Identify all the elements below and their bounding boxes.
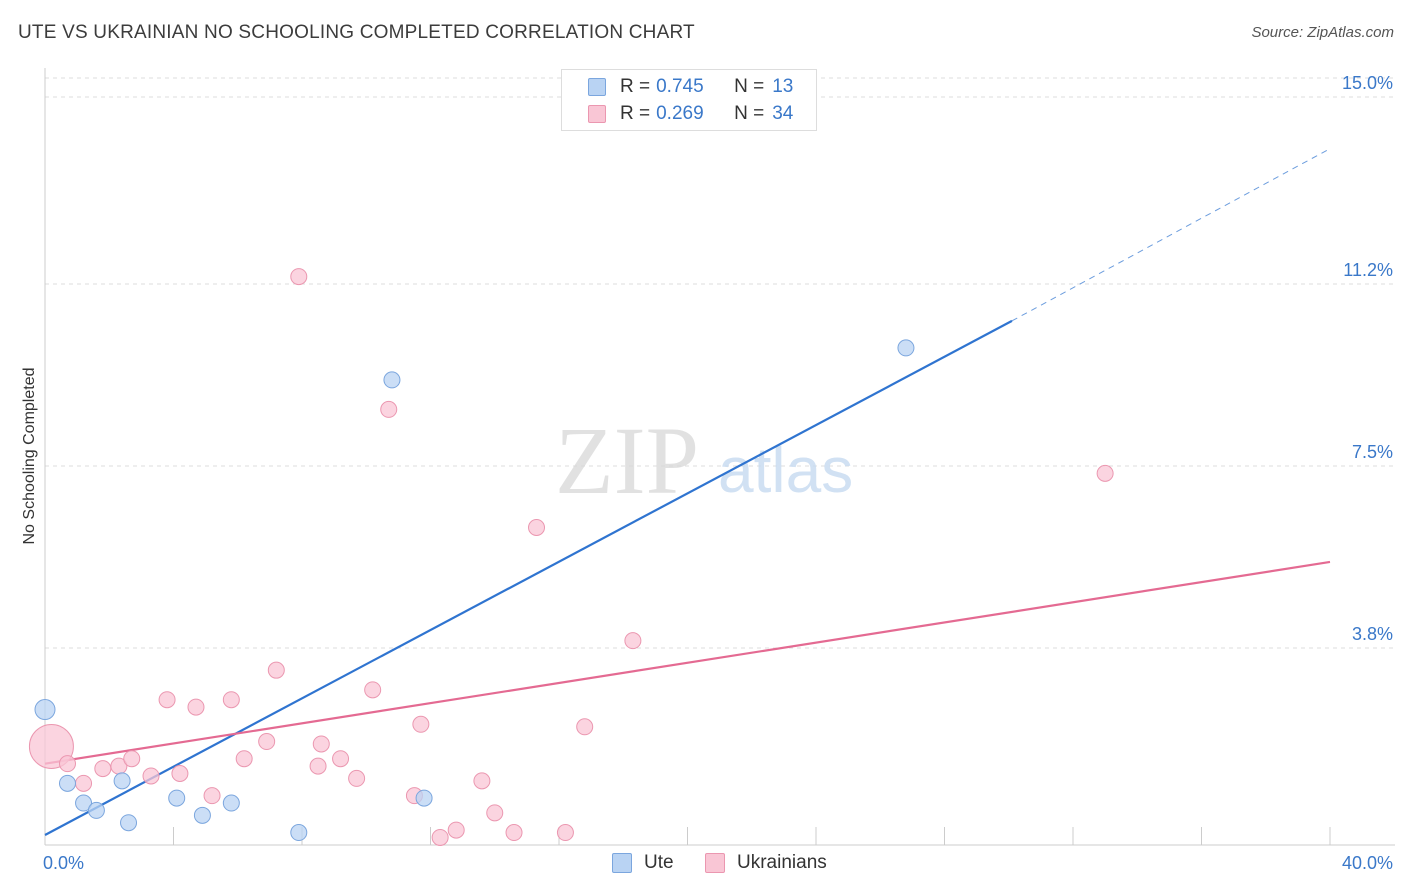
- watermark: ZIP atlas: [555, 407, 853, 514]
- ukrainian-point: [1096, 464, 1114, 482]
- ute-r-value: 0.745: [656, 76, 704, 97]
- ukrainians-n-value: 34: [772, 103, 794, 124]
- ukrainian-point: [486, 804, 504, 822]
- ute-point: [193, 806, 211, 824]
- y-tick-label: 15.0%: [1342, 73, 1393, 93]
- ute-point: [897, 339, 915, 357]
- ukrainian-point: [309, 757, 327, 775]
- ukrainian-point: [158, 691, 176, 709]
- trend-lines: [44, 148, 1331, 836]
- source-label: Source: ZipAtlas.com: [1251, 24, 1394, 41]
- correlation-legend: R = 0.745 N = 13 R = 0.269 N = 34: [561, 69, 817, 131]
- ute-point: [58, 774, 76, 792]
- ukrainians-swatch: [588, 105, 606, 123]
- ukrainian-point: [235, 750, 253, 768]
- ute-point: [383, 371, 401, 389]
- ukrainian-point: [348, 769, 366, 787]
- legend-ute-label: Ute: [644, 852, 674, 873]
- ukrainian-point: [505, 824, 523, 842]
- x-tick-label: 0.0%: [43, 853, 84, 873]
- ukrainian-point: [447, 821, 465, 839]
- n-label: N =: [734, 76, 765, 97]
- ute-point: [290, 824, 308, 842]
- ukrainian-point: [576, 718, 594, 736]
- r-label: R =: [620, 103, 651, 124]
- ukrainian-point: [123, 750, 141, 768]
- ute-swatch: [612, 853, 632, 873]
- ute-point: [222, 794, 240, 812]
- ute-point: [120, 814, 138, 832]
- ukrainian-point: [290, 268, 308, 286]
- watermark-atlas: atlas: [718, 434, 853, 506]
- y-tick-label: 7.5%: [1352, 442, 1393, 462]
- ukrainian-point: [380, 400, 398, 418]
- ukrainian-point: [171, 765, 189, 782]
- legend-item-ute: Ute: [612, 852, 674, 874]
- ukrainian-point: [412, 715, 430, 733]
- ukrainian-point: [267, 661, 285, 679]
- watermark-zip: ZIP: [555, 407, 699, 514]
- ukrainian-point: [187, 698, 205, 716]
- n-label: N =: [734, 103, 765, 124]
- ukrainian-point: [94, 760, 112, 778]
- ute-point: [113, 772, 131, 790]
- ukrainians-trend-line: [44, 560, 1331, 765]
- ukrainian-point: [203, 787, 221, 805]
- ukrainian-point: [75, 774, 93, 792]
- ukrainians-swatch: [705, 853, 725, 873]
- grid-layer: [45, 77, 1395, 649]
- ute-trend-extension: [1011, 148, 1331, 322]
- ute-point: [168, 789, 186, 807]
- ukrainian-point: [258, 733, 276, 751]
- legend-item-ukrainians: Ukrainians: [705, 852, 827, 874]
- ukrainian-point: [528, 519, 546, 536]
- ukrainian-point: [58, 755, 76, 773]
- ute-point: [415, 789, 433, 807]
- series-legend: Ute Ukrainians: [0, 852, 1406, 876]
- data-points: [28, 268, 1114, 846]
- ukrainian-point: [624, 632, 642, 650]
- legend-ukrainians-label: Ukrainians: [737, 852, 827, 873]
- ukrainian-point: [364, 681, 382, 699]
- ute-point: [87, 801, 105, 819]
- ukrainian-point: [473, 772, 491, 790]
- y-tick-label: 3.8%: [1352, 624, 1393, 644]
- legend-row-ukrainians: R = 0.269 N = 34: [588, 102, 793, 126]
- ukrainian-point: [312, 735, 330, 753]
- ute-point: [34, 699, 56, 721]
- ute-swatch: [588, 78, 606, 96]
- ukrainian-point: [222, 691, 240, 709]
- y-tick-label: 11.2%: [1343, 260, 1393, 280]
- ukrainian-point: [332, 750, 350, 768]
- x-tick-label: 40.0%: [1342, 853, 1393, 873]
- ute-point: [75, 794, 93, 812]
- legend-row-ute: R = 0.745 N = 13: [588, 75, 793, 99]
- chart-title: UTE VS UKRAINIAN NO SCHOOLING COMPLETED …: [18, 22, 695, 43]
- ukrainian-point: [556, 824, 574, 842]
- ukrainian-point: [431, 828, 449, 846]
- ukrainians-r-value: 0.269: [656, 103, 704, 124]
- ukrainian-point: [142, 767, 160, 785]
- ute-trend-line: [44, 319, 1013, 836]
- r-label: R =: [620, 76, 651, 97]
- ute-n-value: 13: [772, 76, 794, 97]
- tick-labels: 3.8% 7.5% 11.2% 15.0% 0.0% 40.0%: [43, 73, 1393, 873]
